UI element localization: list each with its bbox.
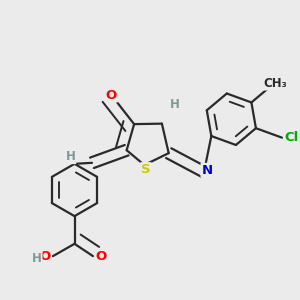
Text: H: H xyxy=(65,150,75,163)
Text: O: O xyxy=(95,250,106,262)
Text: O: O xyxy=(106,88,117,102)
Text: S: S xyxy=(141,163,151,176)
Text: N: N xyxy=(202,164,213,177)
Text: H: H xyxy=(170,98,180,111)
Text: Cl: Cl xyxy=(284,131,298,144)
Text: H: H xyxy=(32,252,42,265)
Text: O: O xyxy=(40,250,51,262)
Text: CH₃: CH₃ xyxy=(264,76,287,90)
